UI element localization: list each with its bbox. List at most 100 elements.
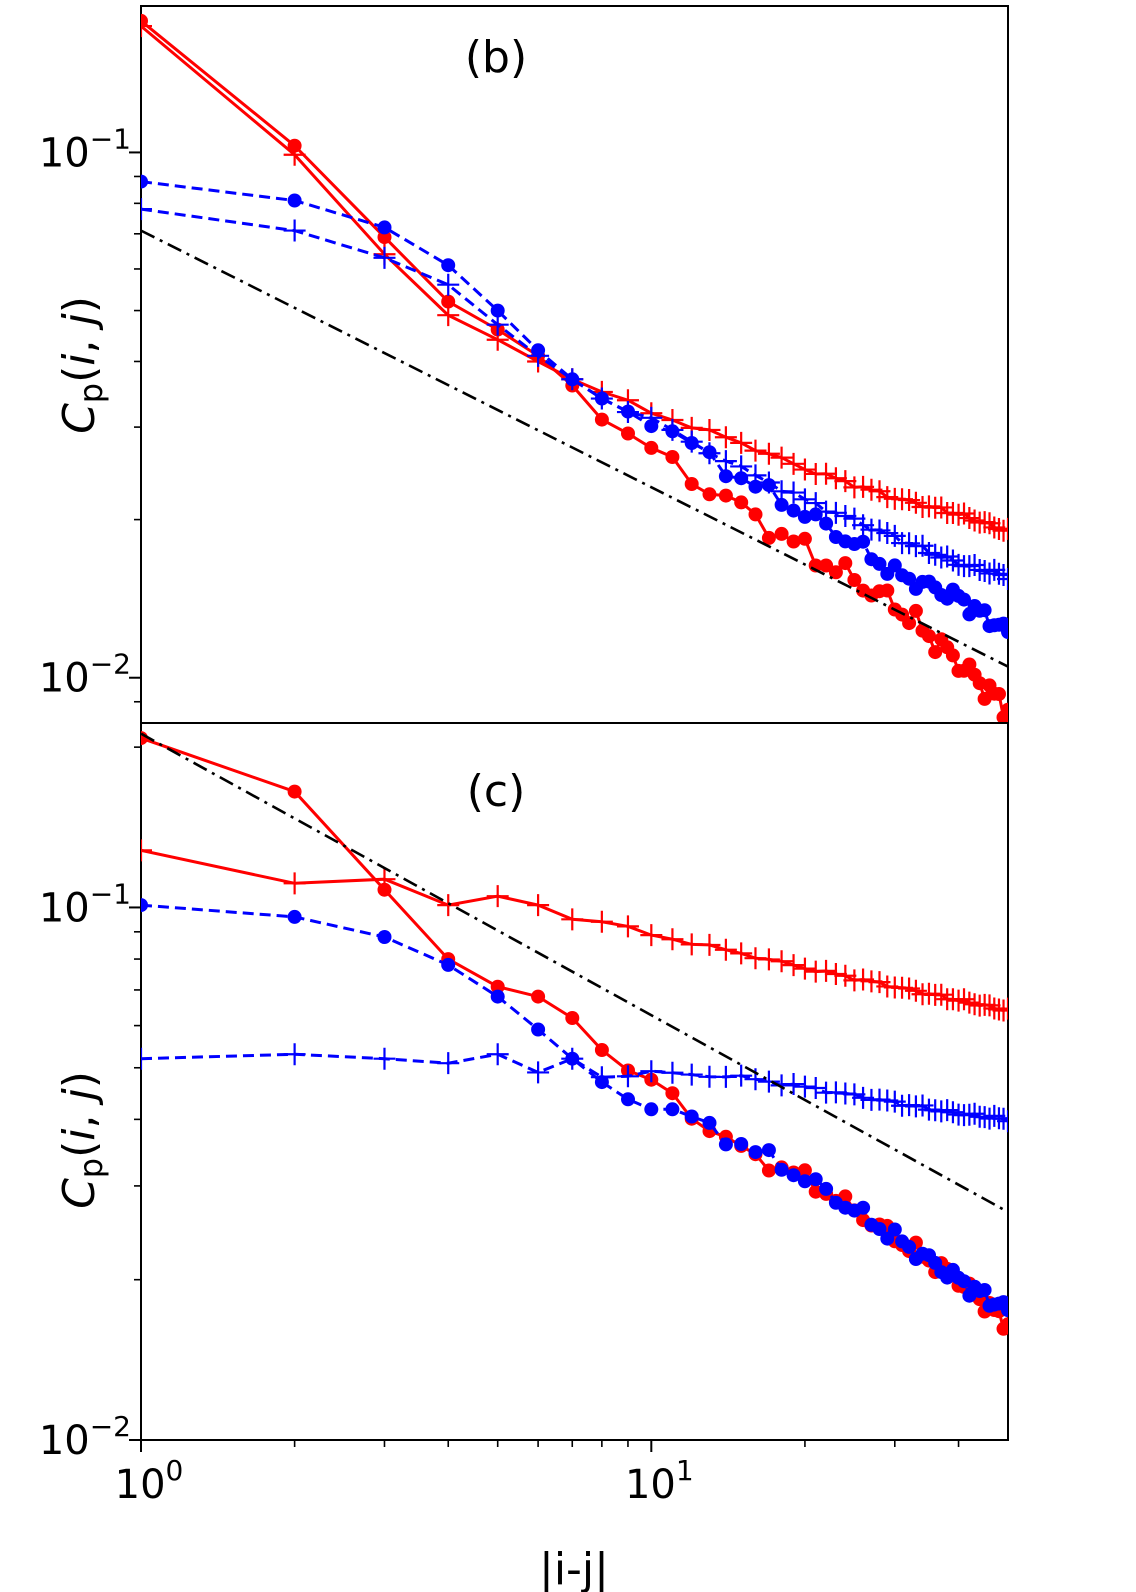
xtick-label-0: 100 [115,1454,184,1508]
panel-c-blue-plus-point-22 [824,1081,847,1104]
panel-b-red-plus-point-42 [963,509,986,532]
panel-b-red-plus-point-49 [997,517,1008,540]
panel-c-red-plus-point-21 [815,959,838,982]
panel-c-red-plus-point-45 [978,994,1001,1017]
panel-c-ylabel-comma: , [54,1100,105,1128]
panel-c-blue-dots-point-17 [774,1162,789,1177]
panel-b-blue-plus-point-23 [834,505,857,528]
panel-b-ylabel-close: ) [54,296,105,313]
panel-c-blue-dots-point-18 [786,1168,801,1183]
panel-c-red-dots-point-5 [531,989,546,1004]
xtick-1-exp: 1 [676,1454,694,1487]
panel-c-blue-plus-point-4 [486,1043,509,1066]
panel-b-blue-plus-point-16 [757,471,780,494]
panel-b-blue-plus-point-15 [744,464,767,487]
panel-b-red-plus-point-16 [757,442,780,465]
panel-b-red-plus-point-21 [815,462,838,485]
panel-b-blue-plus-point-46 [983,558,1006,581]
panel-b-series [141,13,1008,723]
panel-c-red-dots-point-49 [1001,1317,1008,1332]
panel-c-red-dots-point-4 [490,979,505,994]
panel-b-red-dots-point-35 [928,645,943,660]
panel-c-blue-plus-point-8 [616,1065,639,1088]
panel-b-blue-plus-point-35 [924,543,947,566]
panel-b-red-plus-point-39 [947,503,970,526]
panel-c-blue-dots-point-4 [490,989,505,1004]
panel-b-blue-plus-point-9 [640,406,663,429]
xtick-1-base: 10 [625,1462,676,1508]
panel-c-blue-dots-point-31 [902,1239,917,1254]
panel-c-series-red-plus [141,839,1008,1022]
panel-c-label: (c) [467,766,526,817]
panel-b-ylabel-i: i [54,353,105,366]
panel-b-red-dots-point-21 [819,558,834,573]
panel-b-red-dots-point-2 [377,230,392,245]
panel-b-red-plus-point-17 [770,446,793,469]
panel-b: (b) Cp(i, j) 10−1 10−2 [39,5,1009,735]
panel-b-red-dots-point-23 [838,556,853,571]
panel-b-power-law-reference-line [141,229,1008,668]
panel-b-red-plus-point-15 [744,439,767,462]
xtick-0-exp: 0 [166,1454,184,1487]
panel-c-red-plus-point-16 [757,948,780,971]
panel-b-red-plus-point-1 [283,143,306,166]
panel-c-red-plus-point-19 [793,957,816,980]
panel-c-red-plus-point-8 [616,915,639,938]
panel-b-red-dots-point-12 [702,487,717,502]
panel-b-ytick-1-exp: −2 [90,648,131,681]
panel-c-blue-dots-point-49 [1001,1303,1008,1318]
panel-b-blue-plus-point-1 [283,219,306,242]
panel-b-blue-dots-point-0 [141,174,148,189]
panel-b-red-dots-point-17 [774,526,789,541]
panel-b-blue-dots-point-31 [902,571,917,586]
panel-c-blue-plus-point-0 [141,1047,152,1070]
panel-c-red-dots-point-10 [665,1086,680,1101]
panel-b-blue-dots-point-49 [1001,625,1008,639]
panel-b-red-dots-point-31 [902,616,917,631]
panel-b-blue-plus-point-21 [815,500,838,523]
panel-b-blue-dots-point-13 [718,469,733,484]
panel-c-ticks [129,746,960,1452]
panel-c-blue-plus-point-19 [793,1075,816,1098]
panel-c-blue-dots-point-13 [718,1137,733,1152]
panel-c-blue-plus-point-10 [661,1061,684,1084]
panel-c-blue-dots-point-19 [797,1174,812,1189]
panel-c-red-plus-point-40 [953,988,976,1011]
panel-b-red-plus-point-48 [992,519,1008,542]
panel-b-blue-plus-point-48 [992,564,1008,587]
panel-c-blue-dots-point-0 [141,898,148,913]
panel-b-red-dots-point-8 [621,426,635,441]
panel-b-red-dots-point-9 [644,440,659,455]
panel-b-series-red-plus [141,15,1008,542]
panel-c-blue-dots-point-21 [819,1181,834,1196]
panel-b-ytick-label-0: 10−1 [39,122,131,176]
panel-b-blue-dots-point-21 [819,516,834,531]
panel-c-ylabel-i: i [54,1128,105,1141]
panel-b-red-dots-point-3 [441,294,456,309]
panel-b-blue-plus-point-7 [590,387,613,410]
panel-c-blue-plus-point-17 [770,1074,793,1097]
panel-b-blue-plus-point-3 [437,273,460,296]
panel-b-red-dots-point-19 [797,531,812,546]
panel-c-blue-plus-point-6 [561,1047,584,1070]
panel-c-series-blue-plus [141,1043,1008,1133]
panel-c-series-blue-dots [141,898,1008,1318]
panel-b-red-plus-point-18 [782,452,805,475]
xtick-0-base: 10 [115,1462,166,1508]
panel-c-red-plus-point-3 [437,894,460,917]
panel-c-blue-dots-point-29 [887,1222,902,1237]
panel-b-ylabel-main: C [54,403,105,434]
panel-b-red-plus-point-14 [730,431,753,454]
panel-c-blue-plus-point-5 [527,1061,550,1084]
panel-c-red-plus-point-10 [661,928,684,951]
panel-b-blue-dots-point-18 [786,503,801,518]
panel-c-red-plus-point-23 [834,964,857,987]
panel-b-blue-dots-point-4 [490,303,505,318]
panel-c-blue-dots-point-9 [644,1102,659,1117]
panel-c-red-dots-point-0 [141,731,148,746]
panel-b-blue-plus-point-38 [941,549,964,572]
panel-c-red-plus-point-13 [714,938,737,961]
panel-b-red-dots-point-34 [922,629,936,644]
panel-c-red-plus-point-1 [283,872,306,895]
